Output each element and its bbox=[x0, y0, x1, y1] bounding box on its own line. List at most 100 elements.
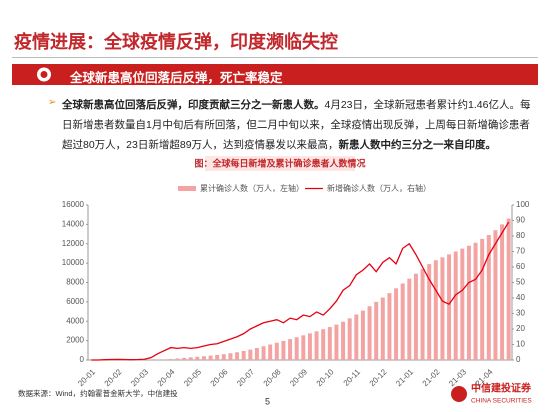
x-tick-label: 20-11 bbox=[342, 367, 363, 388]
source: 数据来源：Wind，约翰霍普金斯大学，中信建投 bbox=[18, 388, 178, 398]
x-tick-label: 21-02 bbox=[421, 367, 442, 388]
x-tick-label: 20-02 bbox=[103, 367, 124, 388]
bar bbox=[466, 245, 471, 360]
bar bbox=[294, 337, 299, 360]
bar bbox=[387, 293, 392, 360]
bar bbox=[288, 339, 293, 360]
bar bbox=[334, 324, 339, 360]
bar bbox=[201, 356, 206, 360]
paragraph-bold: 新患人数中约三分之一来自印度。 bbox=[338, 139, 497, 151]
y2-tick-label: 50 bbox=[516, 278, 525, 287]
bar bbox=[175, 358, 180, 360]
x-tick-label: 21-03 bbox=[447, 367, 468, 388]
bar bbox=[261, 346, 266, 360]
bar bbox=[420, 268, 425, 360]
caption-box bbox=[205, 156, 355, 171]
bar bbox=[493, 230, 498, 360]
bar bbox=[486, 235, 491, 360]
y-tick-label: 6000 bbox=[66, 297, 84, 306]
slide-title: 疫情进展：全球疫情反弹，印度濒临失控 bbox=[14, 32, 338, 52]
y2-tick-label: 0 bbox=[516, 355, 521, 364]
bar bbox=[307, 333, 312, 360]
x-tick-label: 20-03 bbox=[129, 367, 150, 388]
x-tick-label: 20-06 bbox=[209, 367, 230, 388]
paragraph: 全球新患高位回落后反弹，印度贡献三分之一新患人数。4月23日，全球新冠患者累计约… bbox=[62, 95, 534, 155]
y2-tick-label: 10 bbox=[516, 340, 525, 349]
logo-en: CHINA SECURITIES bbox=[471, 398, 532, 405]
bar bbox=[473, 242, 478, 360]
bar bbox=[215, 354, 220, 360]
bar bbox=[460, 248, 465, 360]
y2-tick-label: 30 bbox=[516, 309, 525, 318]
legend-label: 累计确诊人数（万人，左轴） bbox=[200, 183, 304, 193]
x-tick-label: 21-01 bbox=[394, 367, 415, 388]
y-tick-label: 14000 bbox=[62, 219, 85, 228]
banner-icon bbox=[37, 67, 51, 82]
y2-tick-label: 100 bbox=[516, 200, 530, 209]
bar bbox=[182, 357, 187, 360]
y-tick-label: 4000 bbox=[66, 316, 84, 325]
y-tick-label: 8000 bbox=[66, 278, 84, 287]
bar bbox=[254, 347, 259, 360]
bar bbox=[374, 301, 379, 360]
bar bbox=[162, 359, 167, 360]
x-tick-label: 20-05 bbox=[182, 367, 203, 388]
bar bbox=[195, 356, 200, 360]
bar bbox=[268, 344, 273, 360]
bar bbox=[281, 340, 286, 360]
x-tick-label: 20-01 bbox=[76, 367, 97, 388]
bar bbox=[500, 224, 505, 360]
bar bbox=[354, 314, 359, 360]
bar bbox=[301, 335, 306, 360]
x-tick-label: 20-09 bbox=[288, 367, 309, 388]
paragraph-bold: 全球新患高位回落后反弹，印度贡献三分之一新患人数。 bbox=[62, 99, 325, 111]
y2-tick-label: 70 bbox=[516, 247, 525, 256]
bar bbox=[347, 318, 352, 360]
bar bbox=[221, 354, 226, 360]
bar bbox=[168, 359, 173, 360]
bar bbox=[433, 260, 438, 360]
y-tick-label: 2000 bbox=[66, 336, 84, 345]
x-tick-label: 20-12 bbox=[368, 367, 389, 388]
bar bbox=[188, 357, 193, 360]
bar bbox=[235, 352, 240, 360]
y-tick-label: 12000 bbox=[62, 239, 85, 248]
bullet: ➢ bbox=[48, 97, 57, 108]
bar bbox=[480, 238, 485, 360]
bar bbox=[274, 342, 279, 360]
y2-tick-label: 90 bbox=[516, 216, 525, 225]
y-tick-label: 16000 bbox=[62, 200, 85, 209]
bar bbox=[228, 353, 233, 360]
bar bbox=[241, 350, 246, 360]
bar bbox=[407, 278, 412, 360]
legend-swatch bbox=[178, 186, 196, 191]
x-tick-label: 20-08 bbox=[262, 367, 283, 388]
x-tick-label: 20-07 bbox=[235, 367, 256, 388]
line bbox=[91, 221, 510, 361]
y2-tick-label: 60 bbox=[516, 262, 525, 271]
bar bbox=[506, 218, 511, 360]
bar bbox=[400, 283, 405, 360]
bar bbox=[321, 329, 326, 360]
y-tick-label: 0 bbox=[80, 355, 85, 364]
chart-title: 图：全球每日新增及累计确诊患者人数情况 bbox=[194, 157, 365, 168]
title-rule bbox=[12, 57, 538, 58]
bar bbox=[327, 327, 332, 360]
page-number: 5 bbox=[265, 396, 270, 406]
banner: 全球新患高位回落后反弹，死亡率稳定 bbox=[12, 64, 538, 85]
bar bbox=[341, 321, 346, 360]
x-tick-label: 20-10 bbox=[315, 367, 336, 388]
bar bbox=[394, 288, 399, 360]
y2-tick-label: 80 bbox=[516, 231, 525, 240]
bar bbox=[248, 349, 253, 360]
logo-cn: 中信建投证券 bbox=[471, 382, 532, 395]
bar bbox=[440, 257, 445, 360]
bar bbox=[314, 331, 319, 360]
y2-tick-label: 40 bbox=[516, 293, 525, 302]
bar bbox=[208, 355, 213, 360]
banner-title: 全球新患高位回落后反弹，死亡率稳定 bbox=[70, 71, 283, 85]
bar bbox=[367, 306, 372, 360]
x-tick-label: 20-04 bbox=[156, 367, 177, 388]
